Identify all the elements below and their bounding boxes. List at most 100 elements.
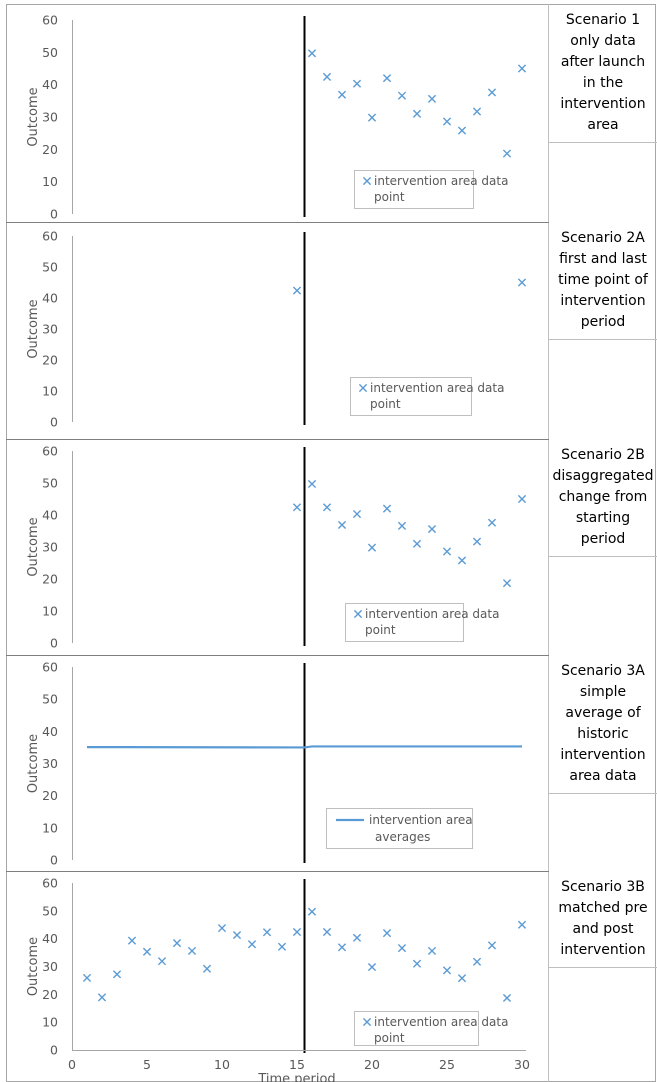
caption-line: simple (579, 684, 627, 700)
data-point (187, 946, 197, 956)
marker-stroke (427, 524, 437, 534)
marker-stroke (307, 479, 317, 489)
legend-label: averages (375, 830, 430, 844)
marker-stroke (352, 933, 362, 942)
data-point (457, 974, 467, 983)
caption-line: historic (577, 726, 629, 742)
caption-line: starting (575, 510, 631, 526)
y-tick-label: 40 (42, 931, 58, 946)
y-tick-label: 10 (42, 384, 58, 399)
y-axis-title: Outcome (26, 734, 41, 793)
marker-stroke (397, 521, 407, 530)
marker-stroke (322, 503, 332, 512)
marker-stroke (367, 543, 377, 552)
x-tick-label: 25 (439, 1057, 455, 1072)
marker-stroke (502, 149, 512, 158)
data-point (487, 941, 497, 950)
y-tick-label: 40 (42, 724, 58, 739)
legend: intervention area averages (326, 808, 473, 849)
data-point (322, 72, 332, 82)
data-point (427, 94, 437, 103)
data-point (247, 940, 257, 949)
y-tick-label: 60 (42, 660, 58, 675)
y-tick-label: 0 (50, 853, 58, 868)
caption-line: first and last (559, 251, 647, 267)
y-tick-label: 40 (42, 77, 58, 92)
y-tick-label: 10 (42, 820, 58, 835)
caption-line: change from (558, 489, 648, 505)
marker-stroke (337, 90, 347, 99)
data-point (217, 923, 227, 933)
legend-label: intervention area data (370, 381, 504, 395)
marker-stroke (487, 518, 497, 527)
y-tick-label: 50 (42, 476, 58, 491)
marker-stroke (412, 959, 422, 968)
legend-box (350, 377, 472, 416)
marker-stroke (142, 947, 152, 956)
marker-stroke (97, 993, 107, 1002)
y-tick-label: 60 (42, 876, 58, 891)
data-point (502, 993, 512, 1003)
legend-box (345, 603, 464, 642)
data-point (412, 109, 422, 118)
data-point (262, 928, 272, 937)
data-point (397, 944, 407, 953)
average-line (86, 745, 522, 749)
y-tick-label: 60 (42, 13, 58, 28)
data-point (517, 494, 527, 504)
y-tick-label: 30 (42, 110, 58, 125)
data-point (337, 520, 347, 530)
y-axis-title: Outcome (26, 299, 41, 358)
data-point (502, 149, 512, 158)
scenario-panel-2: 0 10 20 30 40 50 60 Outcome intervention area da… (6, 222, 549, 430)
marker-stroke (352, 509, 362, 519)
marker-stroke (442, 117, 452, 126)
y-tick-label: 20 (42, 353, 58, 368)
y-tick-label: 10 (42, 174, 58, 189)
y-axis-title: Outcome (26, 937, 41, 996)
legend-label: intervention area data (374, 174, 508, 188)
y-tick-label: 50 (42, 692, 58, 707)
legend-label: intervention area data (365, 607, 499, 621)
caption-line: Scenario 2A (561, 230, 645, 246)
legend-label: intervention area data (374, 1015, 508, 1029)
data-point (487, 88, 497, 97)
marker-stroke (397, 91, 407, 100)
scenario-caption-3: Scenario 2B disaggregated change from start… (549, 445, 657, 550)
legend-label: point (365, 623, 396, 637)
marker-stroke (487, 88, 497, 97)
caption-line: period (580, 314, 626, 330)
marker-stroke (457, 974, 467, 983)
data-point (292, 286, 302, 295)
y-tick-label: 0 (50, 207, 58, 222)
legend-label: point (370, 397, 401, 411)
marker-stroke (112, 970, 122, 979)
data-point (292, 927, 302, 937)
marker-stroke (427, 946, 437, 956)
legend-box (326, 808, 473, 849)
y-tick-label: 30 (42, 322, 58, 337)
scenario-panel-4: 0 10 20 30 40 50 60 Outcome intervention area ave… (6, 655, 549, 868)
data-point (427, 946, 437, 956)
legend: intervention area data point (354, 1011, 508, 1046)
marker-stroke (337, 520, 347, 530)
y-tick-label: 10 (42, 604, 58, 619)
marker-stroke (307, 907, 317, 916)
data-point (352, 79, 362, 88)
legend-marker-key (358, 383, 368, 393)
data-point (397, 521, 407, 530)
marker-stroke (502, 993, 512, 1003)
data-point (517, 64, 527, 73)
y-tick-label: 0 (50, 1043, 58, 1058)
data-point (307, 479, 317, 489)
marker-stroke (382, 929, 392, 938)
marker-stroke (382, 74, 392, 83)
data-point (352, 933, 362, 942)
data-point (277, 942, 287, 951)
marker-stroke (127, 936, 137, 945)
data-point (442, 117, 452, 126)
caption-line: and post (572, 921, 634, 937)
data-point (382, 929, 392, 938)
data-point (337, 943, 347, 952)
data-point (412, 539, 422, 548)
